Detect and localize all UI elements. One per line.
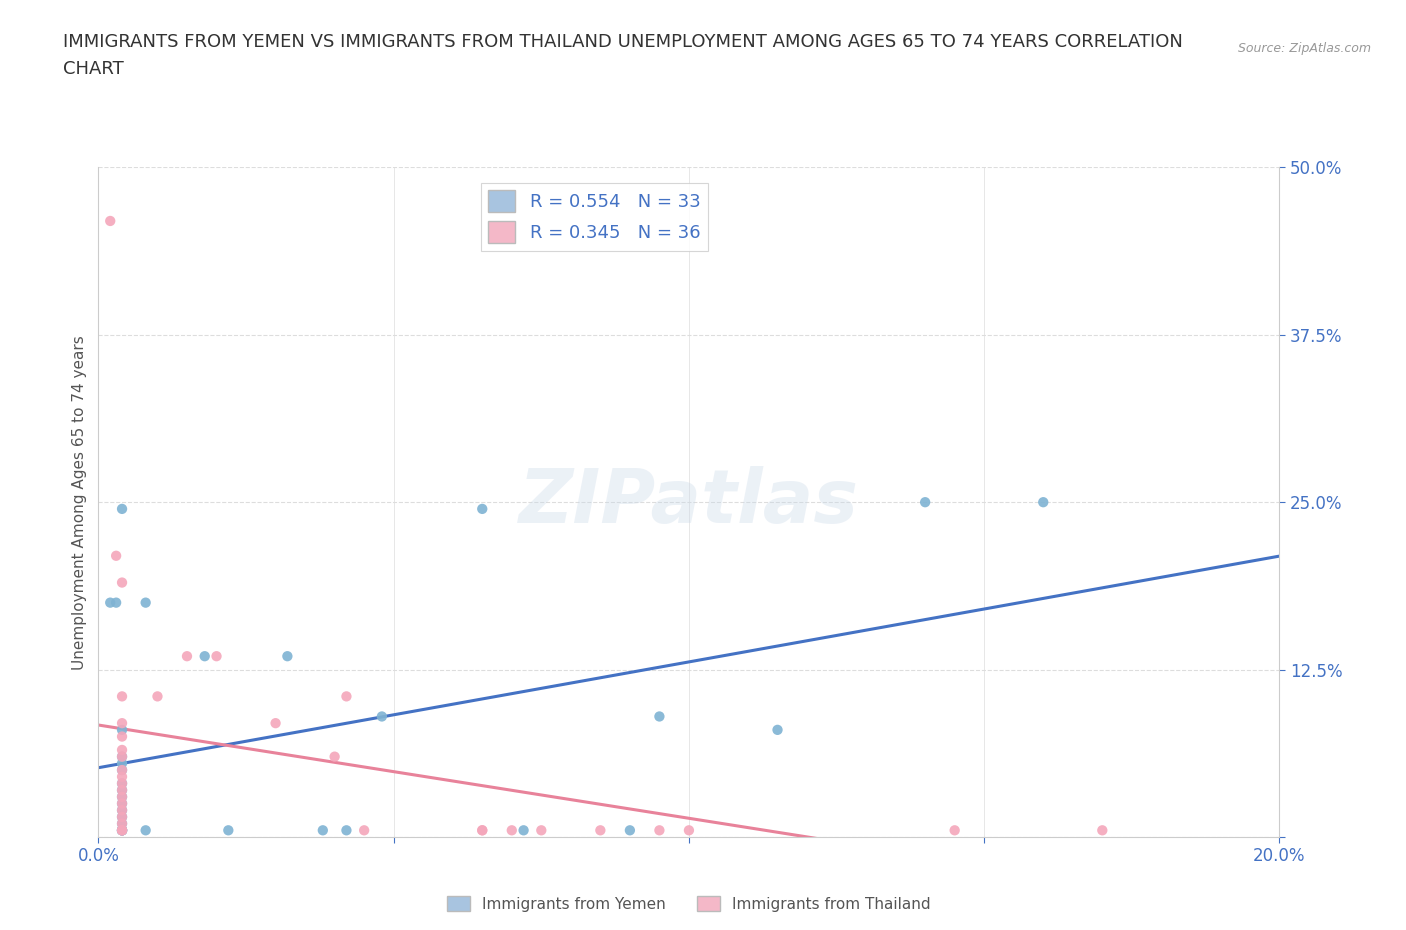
Point — [111, 803, 134, 817]
Point — [146, 689, 169, 704]
Point — [135, 823, 157, 838]
Point — [205, 649, 228, 664]
Point — [111, 783, 134, 798]
Point — [512, 823, 534, 838]
Point — [111, 776, 134, 790]
Point — [353, 823, 375, 838]
Point — [111, 809, 134, 824]
Point — [98, 214, 121, 229]
Point — [766, 723, 789, 737]
Point — [111, 809, 134, 824]
Point — [111, 763, 134, 777]
Point — [264, 716, 287, 731]
Point — [335, 823, 357, 838]
Point — [111, 756, 134, 771]
Point — [111, 790, 134, 804]
Point — [111, 823, 134, 838]
Point — [589, 823, 612, 838]
Point — [111, 723, 134, 737]
Point — [471, 823, 494, 838]
Point — [111, 750, 134, 764]
Y-axis label: Unemployment Among Ages 65 to 74 years: Unemployment Among Ages 65 to 74 years — [72, 335, 87, 670]
Point — [135, 595, 157, 610]
Point — [111, 742, 134, 757]
Point — [105, 595, 128, 610]
Text: Source: ZipAtlas.com: Source: ZipAtlas.com — [1237, 42, 1371, 55]
Text: ZIPatlas: ZIPatlas — [519, 466, 859, 538]
Point — [619, 823, 641, 838]
Point — [312, 823, 335, 838]
Point — [678, 823, 700, 838]
Point — [111, 823, 134, 838]
Point — [943, 823, 966, 838]
Point — [217, 823, 239, 838]
Legend: Immigrants from Yemen, Immigrants from Thailand: Immigrants from Yemen, Immigrants from T… — [441, 889, 936, 918]
Point — [335, 689, 357, 704]
Point — [111, 823, 134, 838]
Point — [111, 501, 134, 516]
Point — [111, 776, 134, 790]
Point — [1091, 823, 1114, 838]
Legend: R = 0.554   N = 33, R = 0.345   N = 36: R = 0.554 N = 33, R = 0.345 N = 36 — [481, 183, 707, 251]
Point — [111, 823, 134, 838]
Point — [111, 823, 134, 838]
Point — [111, 769, 134, 784]
Point — [111, 783, 134, 798]
Point — [111, 729, 134, 744]
Point — [111, 763, 134, 777]
Text: CHART: CHART — [63, 60, 124, 78]
Point — [530, 823, 553, 838]
Point — [501, 823, 523, 838]
Point — [111, 796, 134, 811]
Point — [111, 796, 134, 811]
Point — [176, 649, 198, 664]
Point — [471, 823, 494, 838]
Point — [111, 750, 134, 764]
Point — [323, 750, 346, 764]
Point — [471, 501, 494, 516]
Point — [111, 817, 134, 831]
Point — [111, 823, 134, 838]
Point — [371, 709, 394, 724]
Point — [111, 575, 134, 590]
Point — [111, 716, 134, 731]
Point — [914, 495, 936, 510]
Point — [111, 790, 134, 804]
Point — [105, 549, 128, 564]
Point — [648, 709, 671, 724]
Point — [648, 823, 671, 838]
Text: IMMIGRANTS FROM YEMEN VS IMMIGRANTS FROM THAILAND UNEMPLOYMENT AMONG AGES 65 TO : IMMIGRANTS FROM YEMEN VS IMMIGRANTS FROM… — [63, 33, 1182, 50]
Point — [276, 649, 298, 664]
Point — [111, 803, 134, 817]
Point — [194, 649, 217, 664]
Point — [98, 595, 121, 610]
Point — [1032, 495, 1054, 510]
Point — [111, 823, 134, 838]
Point — [111, 817, 134, 831]
Point — [111, 689, 134, 704]
